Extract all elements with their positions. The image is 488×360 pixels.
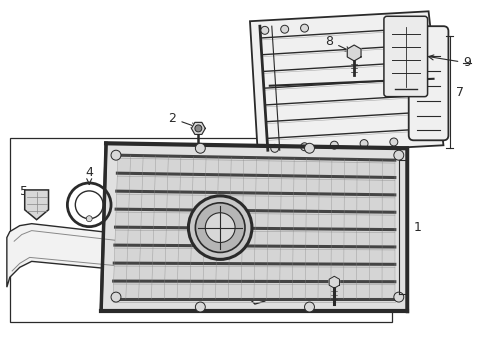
Circle shape xyxy=(330,141,338,149)
Circle shape xyxy=(195,302,205,312)
Circle shape xyxy=(304,302,314,312)
Circle shape xyxy=(393,292,403,302)
Bar xyxy=(10,138,391,322)
FancyBboxPatch shape xyxy=(383,16,427,96)
Polygon shape xyxy=(247,269,269,304)
Circle shape xyxy=(86,216,92,222)
FancyBboxPatch shape xyxy=(408,26,447,140)
Polygon shape xyxy=(249,11,443,155)
Circle shape xyxy=(300,24,308,32)
Text: 3: 3 xyxy=(340,283,364,296)
Circle shape xyxy=(111,150,121,160)
Polygon shape xyxy=(328,276,339,288)
Text: 6: 6 xyxy=(201,245,226,260)
Text: 1: 1 xyxy=(413,221,421,234)
Text: 2: 2 xyxy=(168,112,196,128)
Polygon shape xyxy=(346,45,360,61)
Circle shape xyxy=(260,26,268,34)
Circle shape xyxy=(205,213,235,243)
Circle shape xyxy=(304,143,314,153)
Text: 8: 8 xyxy=(325,35,350,51)
Polygon shape xyxy=(113,155,394,299)
Circle shape xyxy=(280,25,288,33)
Circle shape xyxy=(111,292,121,302)
Circle shape xyxy=(359,140,367,148)
Circle shape xyxy=(389,138,397,146)
Circle shape xyxy=(195,143,205,153)
Text: 9: 9 xyxy=(427,55,470,69)
Polygon shape xyxy=(191,122,205,134)
Circle shape xyxy=(300,143,308,151)
Polygon shape xyxy=(7,224,257,287)
Circle shape xyxy=(195,125,202,132)
Text: 5: 5 xyxy=(20,185,34,202)
Circle shape xyxy=(195,203,244,252)
Text: 4: 4 xyxy=(85,166,93,184)
Polygon shape xyxy=(25,190,48,220)
Circle shape xyxy=(393,150,403,160)
Text: 7: 7 xyxy=(455,86,464,99)
Circle shape xyxy=(270,144,278,152)
Circle shape xyxy=(188,196,251,260)
Polygon shape xyxy=(101,143,406,311)
